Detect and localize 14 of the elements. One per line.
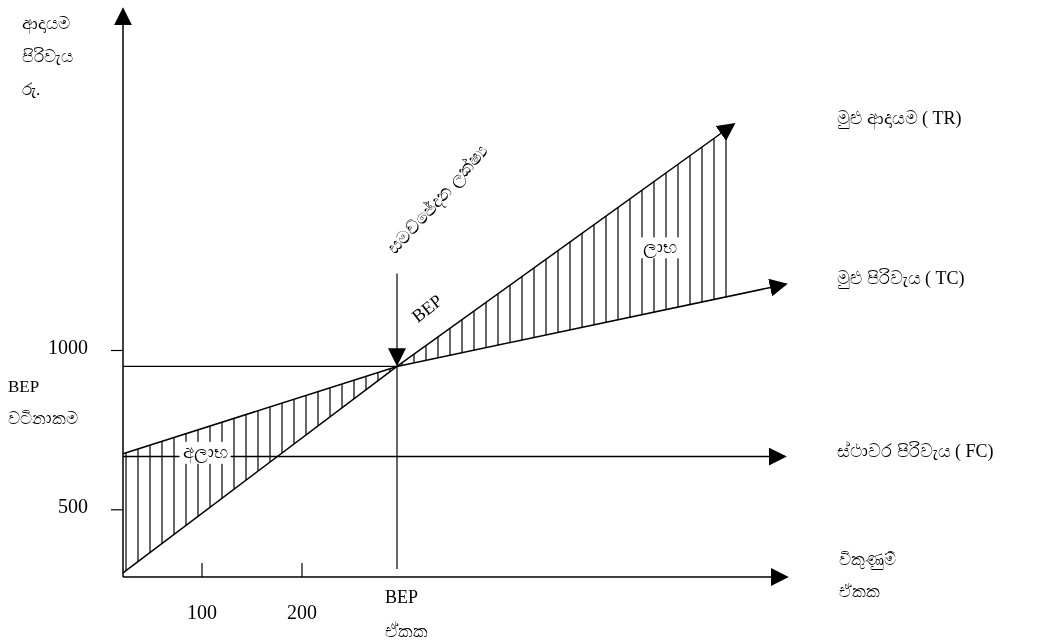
x-axis-title: විකුණුම් ඒකක bbox=[839, 549, 896, 601]
ref-line-label: BEP වටිනාකම bbox=[8, 376, 78, 428]
text: ස්ථාවර පිරිවැය ( FC) bbox=[837, 440, 994, 462]
ref-line-label: BEP ඒකක bbox=[385, 587, 428, 641]
text: මුළු ආදායම ( TR) bbox=[837, 108, 962, 130]
annotation: ලාභ bbox=[643, 237, 677, 259]
x-tick-label: 200 bbox=[287, 601, 317, 623]
text: මුළු පිරිවැය ( TC) bbox=[837, 268, 965, 290]
y-tick-label: 1000 bbox=[48, 335, 88, 358]
y-tick-label: 500 bbox=[58, 494, 88, 517]
annotation: අලාභ bbox=[182, 441, 228, 464]
x-tick-label: 100 bbox=[187, 601, 217, 623]
annotation: BEP bbox=[407, 290, 447, 327]
y-axis-title: ආදායම පිරිවැය රු. bbox=[22, 13, 73, 99]
